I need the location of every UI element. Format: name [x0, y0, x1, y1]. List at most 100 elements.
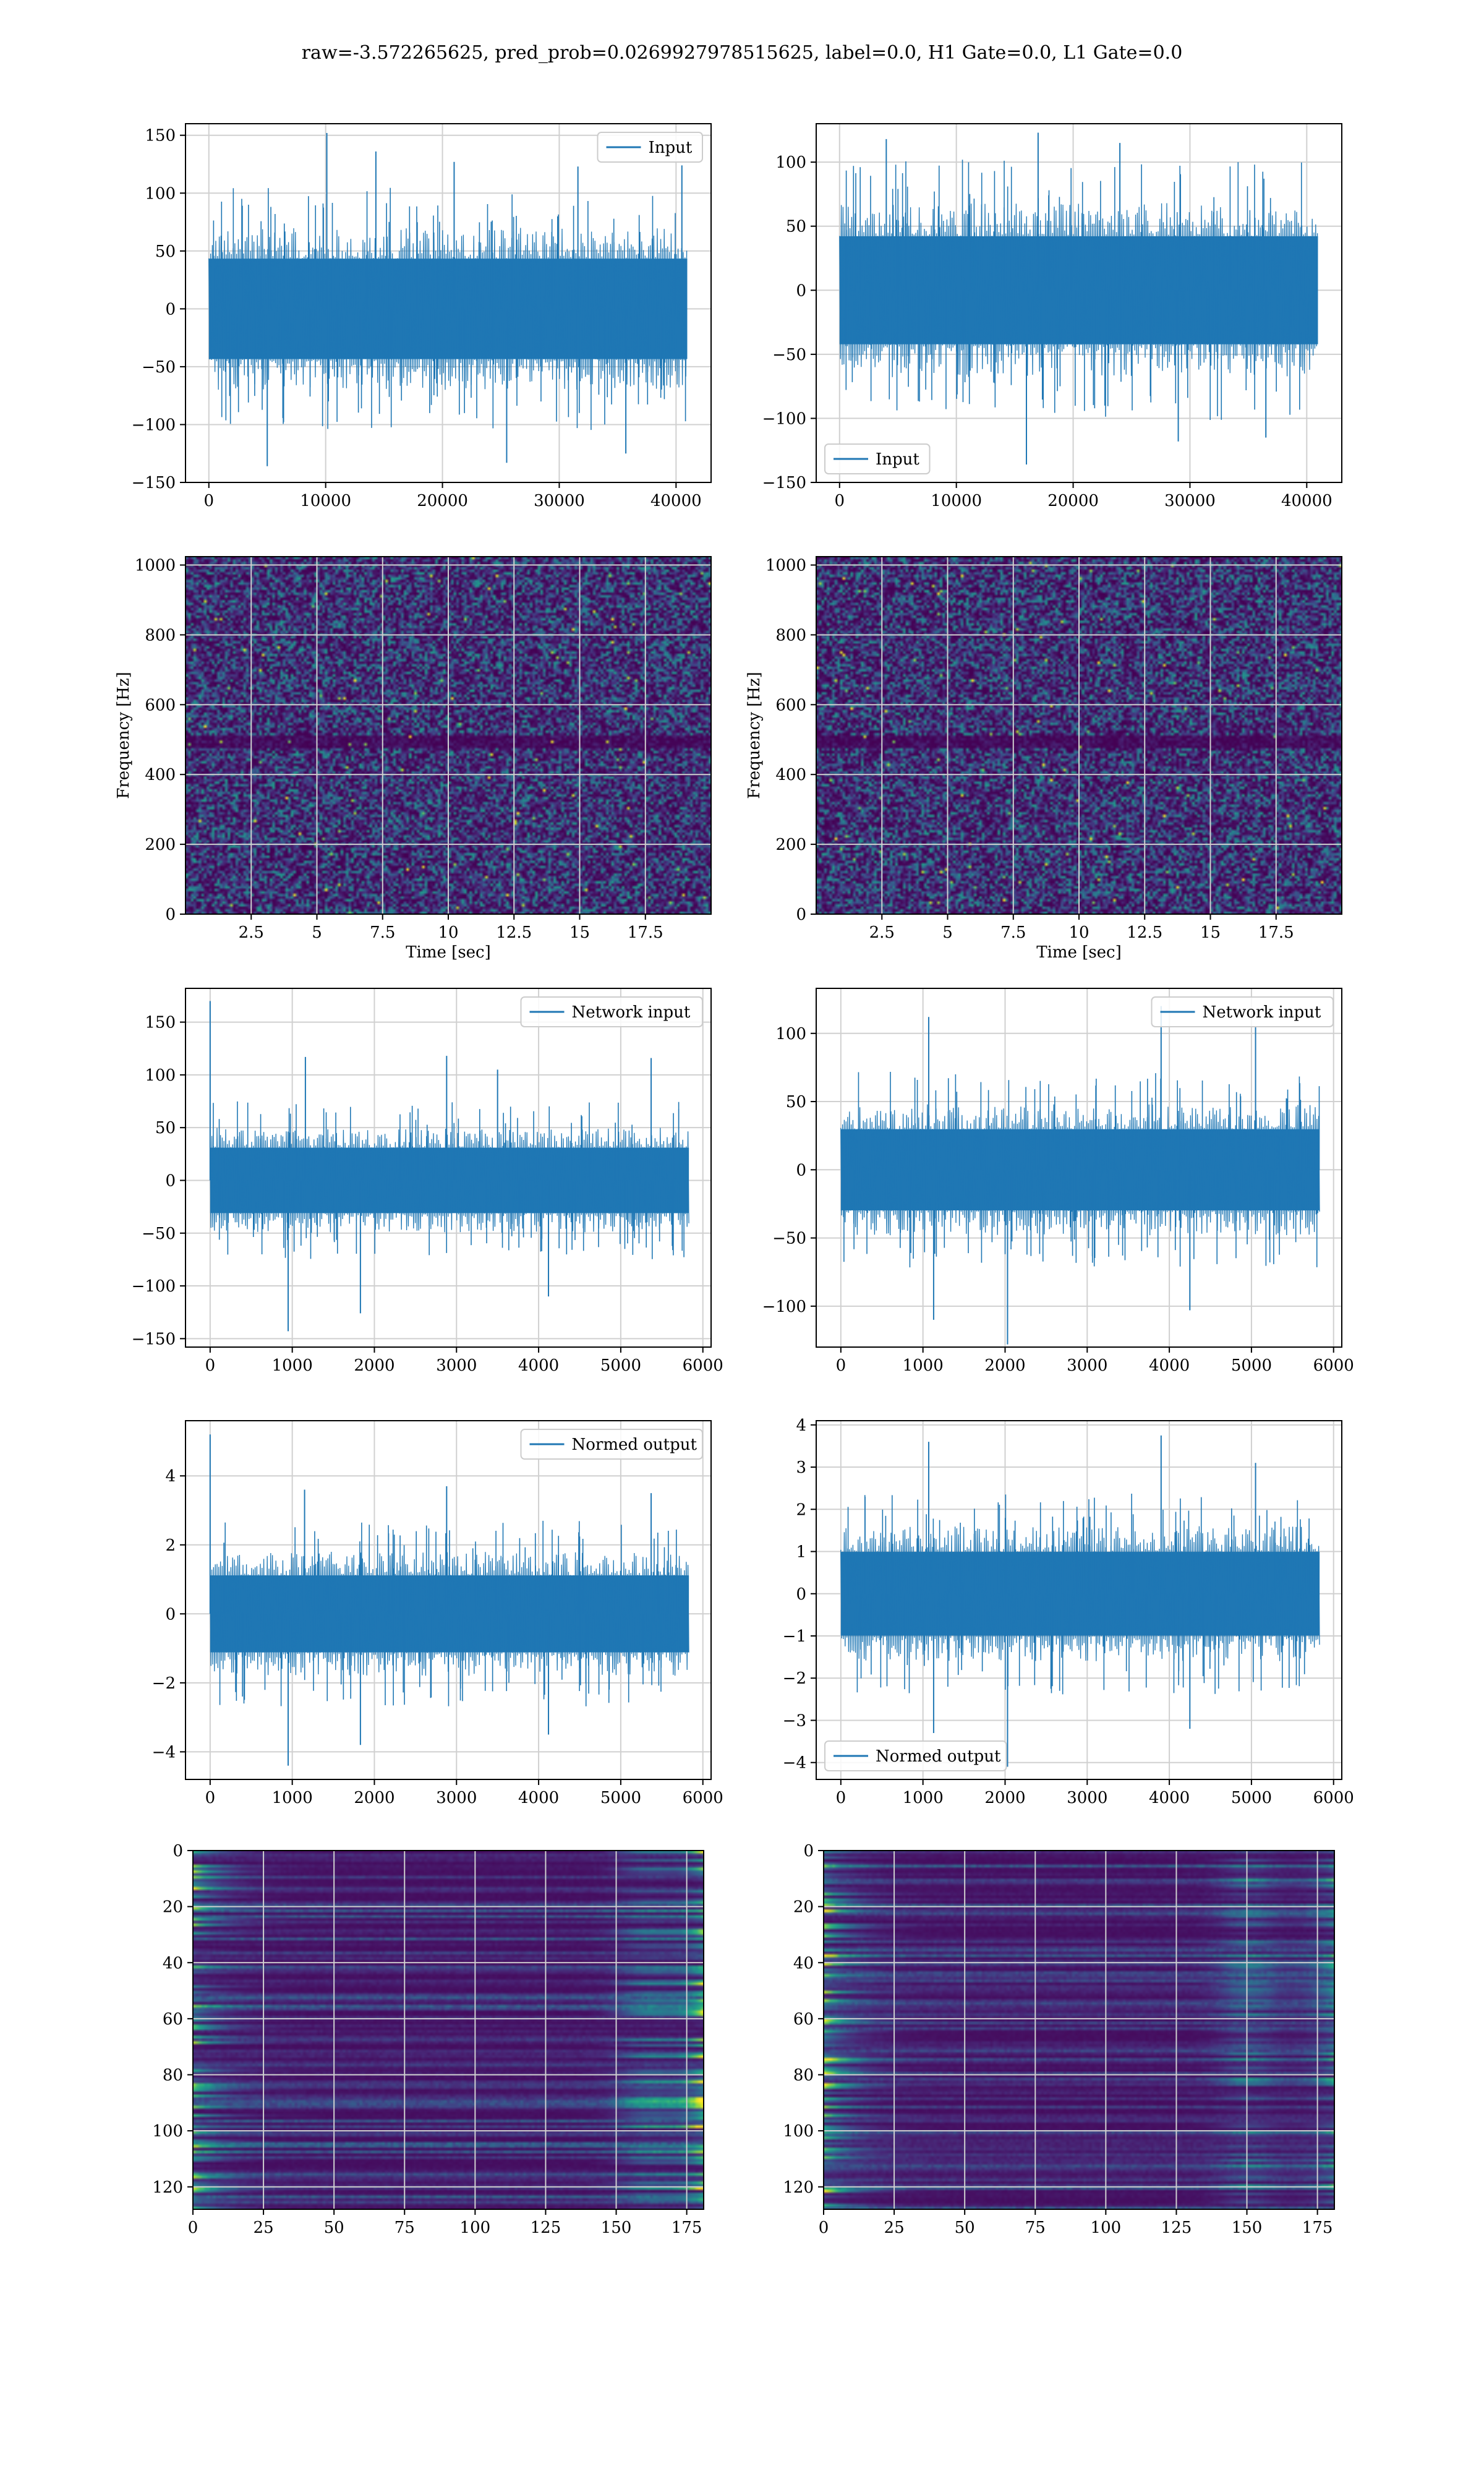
y-tick-label: 1000: [765, 557, 806, 575]
y-tick-label: −2: [152, 1674, 176, 1693]
legend-label: Normed output: [876, 1747, 1001, 1766]
x-tick-label: 25: [254, 2219, 274, 2237]
x-tick-label: 1000: [903, 1356, 944, 1375]
series-trace: [210, 1128, 689, 1233]
x-tick-label: 0: [204, 492, 215, 510]
y-tick-label: 0: [165, 1605, 176, 1624]
y-tick-label: 3: [796, 1458, 806, 1477]
y-tick-label: 200: [145, 836, 176, 854]
y-tick-label: −50: [772, 346, 806, 364]
x-tick-label: 3000: [436, 1356, 477, 1375]
y-tick-label: −1: [783, 1627, 806, 1646]
x-tick-label: 175: [1302, 2219, 1333, 2237]
y-tick-label: −100: [132, 1277, 176, 1296]
legend-label: Normed output: [572, 1436, 697, 1454]
x-tick-label: 75: [394, 2219, 415, 2237]
y-tick-label: 2: [165, 1536, 176, 1555]
plot-frame: [823, 1850, 1335, 2210]
x-tick-label: 5000: [1231, 1356, 1272, 1375]
x-axis-label: Time [sec]: [1036, 943, 1122, 962]
subplot-r3c2: 0 1000 2000 3000 4000 5000 6000 −100 −50 0 50 100 Ne…: [762, 988, 1354, 1375]
x-tick-label: 12.5: [1127, 923, 1162, 942]
y-tick-label: 1: [796, 1543, 806, 1562]
subplot-r5c1: 0 25 50 75 100 125 150 175 0 20 40 60 80 100 120: [152, 1842, 704, 2237]
y-tick-label: −4: [152, 1743, 176, 1761]
x-tick-label: 5000: [600, 1789, 641, 1807]
y-tick-label: −50: [142, 358, 176, 377]
legend: Network input: [520, 996, 703, 1027]
x-tick-label: 1000: [272, 1789, 313, 1807]
y-tick-label: 100: [145, 184, 176, 203]
x-tick-label: 3000: [1067, 1789, 1107, 1807]
y-axis-label: Frequency [Hz]: [745, 672, 764, 799]
x-tick-label: 150: [601, 2219, 632, 2237]
x-tick-label: 0: [205, 1356, 216, 1375]
legend: Input: [824, 443, 931, 474]
y-tick-label: 100: [152, 2122, 183, 2141]
plot-frame: [816, 123, 1342, 483]
x-tick-label: 3000: [1067, 1356, 1107, 1375]
x-tick-label: 50: [955, 2219, 975, 2237]
y-tick-label: 20: [793, 1898, 814, 1917]
x-tick-label: 10000: [931, 492, 982, 510]
y-tick-label: −4: [783, 1754, 806, 1773]
x-tick-label: 2.5: [239, 923, 264, 942]
y-tick-label: −50: [142, 1225, 176, 1243]
x-tick-label: 6000: [1313, 1356, 1354, 1375]
subplot-r1c2: 0 10000 20000 30000 40000 −150 −100 −50 0 50 100 In…: [762, 123, 1342, 510]
x-tick-label: 150: [1232, 2219, 1263, 2237]
x-tick-label: 5: [312, 923, 322, 942]
legend-box: [520, 1429, 703, 1460]
y-tick-label: 40: [163, 1954, 183, 1972]
y-tick-label: 50: [786, 1093, 806, 1111]
y-tick-label: 0: [165, 905, 176, 924]
legend-box: [1151, 996, 1334, 1027]
y-tick-label: 40: [793, 1954, 814, 1972]
x-tick-label: 4000: [518, 1356, 559, 1375]
plot-frame: [185, 1420, 712, 1780]
legend-box: [824, 1740, 1007, 1771]
y-tick-label: 50: [155, 1119, 176, 1137]
y-tick-label: −100: [762, 409, 806, 428]
x-tick-label: 0: [205, 1789, 216, 1807]
x-tick-label: 2000: [984, 1356, 1025, 1375]
x-tick-label: 40000: [1281, 492, 1333, 510]
x-tick-label: 2000: [354, 1789, 394, 1807]
x-tick-label: 12.5: [496, 923, 532, 942]
y-tick-label: 20: [163, 1898, 183, 1917]
x-tick-label: 7.5: [370, 923, 395, 942]
y-tick-label: −100: [762, 1298, 806, 1316]
legend-label: Input: [876, 450, 919, 469]
x-tick-label: 15: [1200, 923, 1221, 942]
y-tick-label: 200: [775, 836, 806, 854]
series-trace: [208, 228, 688, 390]
y-tick-label: 100: [775, 1025, 806, 1043]
y-axis-label: Frequency [Hz]: [114, 672, 133, 799]
y-tick-label: 80: [163, 2066, 183, 2085]
x-tick-label: 3000: [436, 1789, 477, 1807]
y-tick-label: 80: [793, 2066, 814, 2085]
y-tick-label: 100: [775, 153, 806, 172]
x-tick-label: 100: [1091, 2219, 1122, 2237]
x-tick-label: 5: [942, 923, 953, 942]
x-tick-label: 2000: [984, 1789, 1025, 1807]
x-tick-label: 4000: [1149, 1789, 1190, 1807]
figure-title: raw=-3.572265625, pred_prob=0.0269927978…: [301, 42, 1183, 64]
y-tick-label: −100: [132, 416, 176, 434]
x-axis-label: Time [sec]: [406, 943, 491, 962]
y-tick-label: −3: [783, 1711, 806, 1730]
subplot-r5c2: 0 25 50 75 100 125 150 175 0 20 40 60 80 100 120: [783, 1842, 1335, 2237]
y-tick-label: 0: [796, 905, 806, 924]
x-tick-label: 10: [438, 923, 458, 942]
y-tick-label: 100: [145, 1066, 176, 1085]
legend: Input: [597, 132, 703, 163]
x-tick-label: 15: [569, 923, 590, 942]
plot-frame: [185, 988, 712, 1348]
legend: Normed output: [520, 1429, 703, 1460]
subplot-r2c1: 2.5 5 7.5 10 12.5 15 17.5 0 200 400 600 800 1000 Time…: [114, 556, 712, 962]
legend-box: [824, 443, 931, 474]
y-tick-label: 0: [173, 1842, 183, 1860]
x-tick-label: 30000: [534, 492, 585, 510]
x-tick-label: 175: [672, 2219, 702, 2237]
x-tick-label: 0: [819, 2219, 829, 2237]
